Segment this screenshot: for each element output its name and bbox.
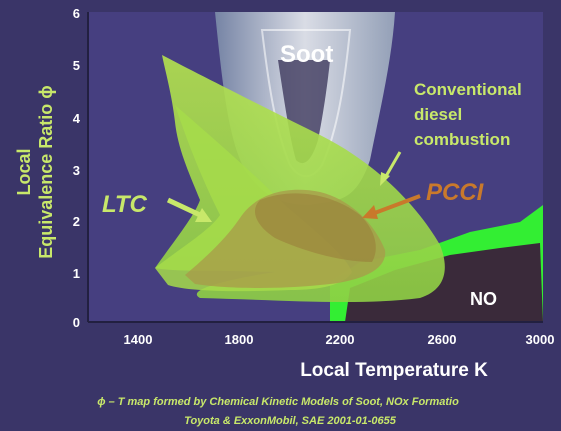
- y-tick-label: 1: [73, 266, 80, 281]
- pcci-core: [255, 193, 376, 262]
- pcci-label: PCCI: [426, 179, 485, 206]
- pcci-arrow-head: [362, 205, 378, 219]
- y-tick-label: 4: [73, 111, 81, 126]
- x-tick-label: 2200: [326, 332, 355, 347]
- y-tick-label: 2: [73, 214, 80, 229]
- y-axis-label-line1: Local: [14, 148, 34, 195]
- conventional-arrow-head: [380, 172, 390, 186]
- y-tick-label: 3: [73, 163, 80, 178]
- x-tick-label: 2600: [428, 332, 457, 347]
- no-label: NO: [470, 289, 497, 309]
- conventional-label-line2: diesel: [414, 105, 462, 124]
- x-tick-label: 3000: [526, 332, 555, 347]
- ltc-arrow-head: [195, 208, 212, 222]
- soot-label: Soot: [280, 41, 333, 68]
- x-tick-labels: 1400 1800 2200 2600 3000: [124, 332, 555, 347]
- ltc-arrow: [166, 197, 202, 218]
- pcci-arrow: [371, 194, 421, 216]
- y-tick-label: 6: [73, 6, 80, 21]
- conventional-label-line1: Conventional: [414, 80, 522, 99]
- caption-line2: Toyota & ExxonMobil, SAE 2001-01-0655: [184, 415, 397, 427]
- x-axis-label: Local Temperature K: [300, 360, 488, 381]
- conventional-label-line3: combustion: [414, 130, 510, 149]
- y-tick-label: 0: [73, 315, 80, 330]
- x-tick-label: 1800: [225, 332, 254, 347]
- x-tick-label: 1400: [124, 332, 153, 347]
- y-axis-label: Local Equivalence Ratio ϕ: [14, 85, 56, 259]
- y-tick-label: 5: [73, 58, 80, 73]
- conventional-arrow: [383, 151, 402, 179]
- no-region: [345, 243, 543, 322]
- ltc-label: LTC: [102, 191, 148, 218]
- y-axis-label-line2: Equivalence Ratio ϕ: [36, 85, 56, 259]
- caption-line1: ϕ – T map formed by Chemical Kinetic Mod…: [97, 396, 459, 408]
- y-tick-labels: 0 1 2 3 4 5 6: [73, 6, 81, 330]
